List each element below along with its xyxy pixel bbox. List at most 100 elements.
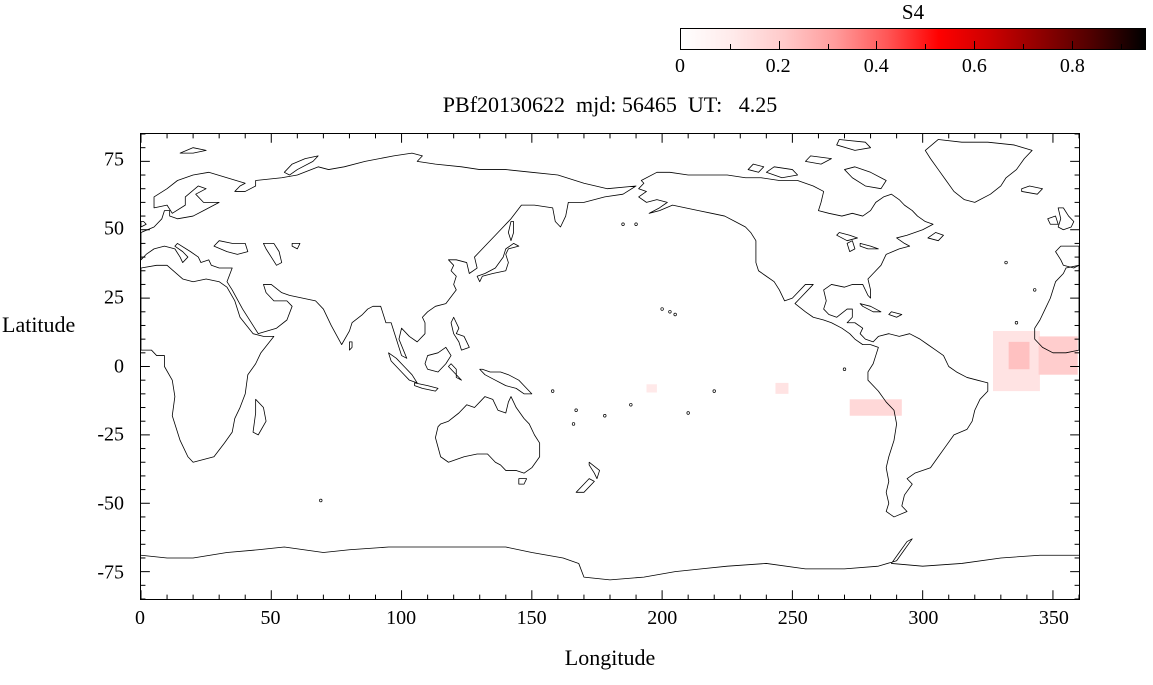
x-tick-label: 250 bbox=[777, 607, 808, 629]
coastline bbox=[748, 164, 764, 172]
coastline bbox=[451, 317, 469, 350]
coastline bbox=[860, 243, 878, 248]
island bbox=[635, 223, 638, 226]
colorbar-tick bbox=[729, 44, 731, 49]
x-tick-label: 0 bbox=[135, 607, 145, 629]
colorbar-tick-labels: 0 0.2 0.4 0.6 0.8 bbox=[675, 55, 1146, 81]
island bbox=[1015, 321, 1018, 324]
coastline bbox=[889, 312, 902, 317]
s4-patch bbox=[775, 382, 789, 394]
x-tick-label: 300 bbox=[908, 607, 939, 629]
y-tick-label: -25 bbox=[97, 423, 124, 446]
island bbox=[687, 412, 690, 415]
s4-patch bbox=[849, 399, 902, 416]
coastline bbox=[519, 479, 527, 484]
colorbar-tick bbox=[778, 41, 780, 49]
coastline bbox=[1022, 186, 1043, 194]
coastline bbox=[508, 222, 513, 241]
colorbar-tick bbox=[1120, 44, 1122, 49]
coastline bbox=[284, 156, 318, 175]
y-tick-label: 50 bbox=[104, 217, 124, 240]
colorbar-tick bbox=[925, 44, 927, 49]
coastline bbox=[435, 397, 539, 474]
coastline bbox=[1035, 265, 1079, 353]
coastline bbox=[845, 167, 887, 189]
coastline bbox=[1058, 208, 1074, 230]
island bbox=[551, 390, 554, 393]
s4-patch bbox=[1008, 341, 1030, 370]
x-tick-label: 200 bbox=[647, 607, 678, 629]
colorbar-tick-label: 0 bbox=[675, 55, 685, 77]
island bbox=[603, 414, 606, 417]
coastline bbox=[1048, 216, 1058, 224]
coastline bbox=[766, 167, 797, 178]
x-tick-label: 100 bbox=[386, 607, 417, 629]
colorbar-tick bbox=[1071, 41, 1073, 49]
x-tick-label: 50 bbox=[260, 607, 281, 629]
coastline bbox=[1056, 246, 1079, 268]
world-map-canvas bbox=[141, 134, 1079, 599]
plot-title: PBf20130622 mjd: 56465 UT: 4.25 bbox=[442, 92, 778, 117]
colorbar bbox=[680, 28, 1146, 50]
y-tick-label: -50 bbox=[97, 492, 124, 515]
coastline bbox=[837, 139, 871, 150]
island bbox=[713, 390, 716, 393]
island bbox=[669, 310, 672, 313]
s4-patch bbox=[1038, 336, 1078, 375]
coastline bbox=[928, 232, 944, 240]
x-axis-tick-labels: 0 50 100 150 200 250 300 350 bbox=[135, 607, 1080, 633]
y-tick-label: 25 bbox=[104, 286, 124, 309]
coastline bbox=[576, 479, 594, 493]
colorbar-tick-label: 0.6 bbox=[961, 55, 987, 77]
coastline bbox=[389, 353, 418, 383]
coastline bbox=[141, 222, 146, 227]
coastline bbox=[141, 153, 636, 358]
coastline bbox=[925, 139, 1032, 202]
coastline bbox=[837, 232, 858, 240]
island bbox=[319, 499, 322, 502]
x-tick-label: 150 bbox=[516, 607, 547, 629]
coastline bbox=[415, 383, 438, 391]
colorbar-tick bbox=[827, 44, 829, 49]
coastline bbox=[847, 241, 855, 252]
coastline bbox=[141, 539, 1079, 580]
coastline bbox=[639, 172, 988, 517]
coastline bbox=[141, 265, 274, 462]
coastline bbox=[805, 156, 831, 164]
colorbar-tick-label: 0.2 bbox=[765, 55, 791, 77]
island bbox=[622, 223, 625, 226]
coastline bbox=[180, 148, 206, 153]
coastline bbox=[214, 241, 248, 255]
coastline bbox=[860, 304, 881, 312]
colorbar-tick-label: 0.4 bbox=[863, 55, 889, 77]
y-axis-label: Latitude bbox=[2, 312, 76, 337]
coastline bbox=[477, 243, 519, 281]
coastline bbox=[253, 399, 266, 435]
island bbox=[843, 368, 846, 371]
colorbar-tick-label: 0.8 bbox=[1059, 55, 1085, 77]
coastline bbox=[349, 342, 352, 350]
colorbar-tick bbox=[974, 41, 976, 49]
y-tick-label: 0 bbox=[114, 355, 124, 377]
island bbox=[674, 313, 677, 316]
island bbox=[572, 423, 575, 426]
island bbox=[661, 308, 664, 311]
island bbox=[1033, 289, 1036, 292]
colorbar-title: S4 bbox=[901, 0, 925, 24]
coastline bbox=[263, 243, 281, 265]
coastline bbox=[480, 369, 532, 394]
y-tick-label: 75 bbox=[104, 148, 124, 171]
island bbox=[1005, 261, 1008, 264]
y-tick-label: -75 bbox=[97, 561, 124, 584]
x-axis-label: Longitude bbox=[564, 645, 656, 670]
colorbar-tick bbox=[1022, 44, 1024, 49]
coastline bbox=[425, 347, 451, 372]
colorbar-tick bbox=[876, 41, 878, 49]
island bbox=[630, 403, 633, 406]
island bbox=[575, 409, 578, 412]
coastline bbox=[589, 462, 599, 478]
plot-area bbox=[140, 133, 1080, 600]
x-tick-label: 350 bbox=[1038, 607, 1069, 629]
y-axis-tick-labels: -75 -50 -25 0 25 50 75 bbox=[82, 133, 132, 600]
